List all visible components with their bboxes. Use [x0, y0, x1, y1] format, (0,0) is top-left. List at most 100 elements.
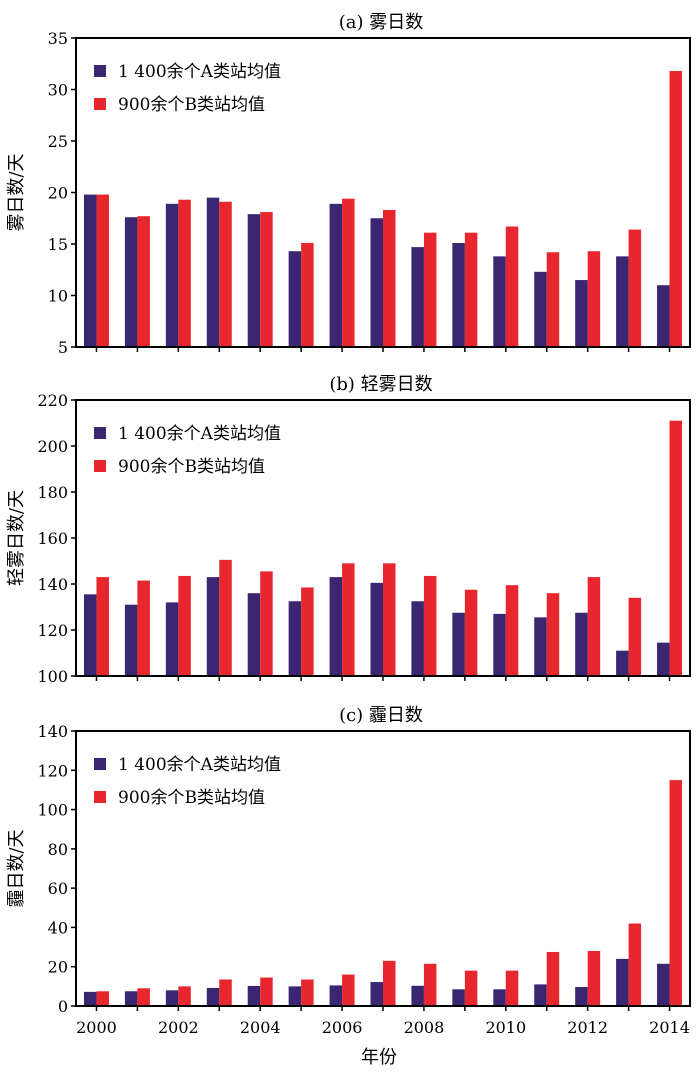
panel-title: (b) 轻雾日数 — [329, 374, 432, 395]
bar-a-2005 — [288, 251, 302, 347]
bar-b-2000 — [96, 991, 109, 1006]
bar-a-2001 — [124, 991, 138, 1006]
y-tick-label: 30 — [48, 81, 68, 100]
bar-a-2002 — [165, 602, 179, 676]
y-axis-label: 雾日数/天 — [6, 153, 27, 231]
bar-a-2001 — [124, 604, 138, 676]
bar-a-2006 — [329, 985, 343, 1007]
bar-a-2004 — [247, 985, 261, 1006]
bar-a-2013 — [616, 256, 629, 347]
legend-label-b: 900余个B类站均值 — [118, 788, 265, 808]
x-axis-label: 年份 — [361, 1047, 397, 1068]
bar-a-2004 — [247, 593, 261, 676]
legend-swatch-a — [94, 427, 106, 439]
bar-b-2010 — [505, 970, 519, 1006]
bar-a-2014 — [657, 963, 670, 1006]
legend-swatch-b — [94, 791, 106, 803]
bar-b-2001 — [137, 988, 150, 1006]
bar-a-2000 — [83, 991, 97, 1006]
legend-swatch-a — [94, 758, 106, 770]
bar-b-2003 — [219, 559, 232, 676]
bar-b-2013 — [628, 923, 642, 1006]
bar-b-2002 — [178, 575, 191, 676]
bar-a-2013 — [616, 958, 629, 1006]
bar-b-2003 — [219, 201, 232, 347]
bar-b-2008 — [423, 575, 437, 676]
bar-b-2006 — [342, 563, 355, 676]
x-tick-label: 2002 — [158, 1018, 199, 1037]
legend-swatch-b — [94, 98, 106, 110]
y-tick-label: 20 — [48, 184, 68, 203]
bar-b-2002 — [178, 199, 191, 347]
bar-a-2006 — [329, 203, 343, 347]
bar-a-2002 — [165, 990, 179, 1006]
y-tick-label: 35 — [48, 29, 68, 48]
y-tick-label: 25 — [48, 132, 68, 151]
bar-a-2014 — [657, 642, 670, 676]
legend-label-a: 1 400余个A类站均值 — [118, 424, 281, 444]
bar-a-2012 — [575, 986, 588, 1006]
x-tick-label: 2000 — [76, 1018, 117, 1037]
bar-b-2007 — [383, 210, 396, 347]
bar-b-2013 — [628, 597, 642, 676]
bar-a-2007 — [370, 982, 383, 1006]
y-tick-label: 40 — [48, 918, 68, 937]
bar-b-2013 — [628, 229, 642, 347]
bar-a-2011 — [534, 984, 547, 1006]
bar-a-2012 — [575, 612, 588, 676]
bar-b-2010 — [505, 226, 519, 347]
bar-b-2012 — [587, 251, 601, 347]
bar-b-2011 — [546, 252, 560, 347]
y-tick-label: 180 — [37, 483, 68, 502]
bar-b-2009 — [464, 232, 478, 347]
y-tick-label: 80 — [48, 840, 68, 859]
bar-a-2005 — [288, 601, 302, 676]
bar-b-2011 — [546, 593, 560, 676]
bar-a-2003 — [206, 577, 220, 676]
bar-a-2007 — [370, 582, 383, 676]
y-tick-label: 160 — [37, 529, 68, 548]
bar-b-2005 — [301, 242, 314, 347]
bar-b-2007 — [383, 960, 396, 1006]
y-tick-label: 100 — [37, 801, 68, 820]
y-tick-label: 0 — [58, 997, 68, 1016]
bar-b-2008 — [423, 232, 437, 347]
bar-b-2014 — [669, 420, 683, 676]
bar-a-2006 — [329, 577, 343, 676]
y-tick-label: 220 — [37, 391, 68, 410]
legend-label-a: 1 400余个A类站均值 — [118, 755, 281, 775]
bar-b-2014 — [669, 780, 683, 1006]
bar-a-2002 — [165, 203, 179, 347]
bar-b-2000 — [96, 577, 109, 676]
bar-b-2004 — [260, 571, 273, 676]
bar-b-2005 — [301, 979, 314, 1006]
bar-b-2005 — [301, 587, 314, 676]
bar-a-2012 — [575, 280, 588, 347]
bar-a-2011 — [534, 617, 547, 676]
bar-a-2000 — [83, 594, 97, 676]
x-tick-label: 2014 — [649, 1018, 690, 1037]
y-tick-label: 5 — [58, 338, 68, 357]
bar-b-2007 — [383, 563, 396, 676]
bar-a-2010 — [493, 613, 506, 676]
legend-label-b: 900余个B类站均值 — [118, 457, 265, 477]
bar-b-2008 — [423, 963, 437, 1006]
bar-a-2008 — [411, 247, 424, 347]
bar-b-2011 — [546, 951, 560, 1006]
bar-b-2004 — [260, 977, 273, 1006]
legend-label-a: 1 400余个A类站均值 — [118, 62, 281, 82]
bar-a-2011 — [534, 271, 547, 347]
bar-b-2003 — [219, 979, 232, 1006]
bar-a-2009 — [452, 242, 465, 347]
bar-b-2012 — [587, 577, 601, 676]
bar-b-2000 — [96, 194, 109, 347]
x-tick-label: 2010 — [485, 1018, 526, 1037]
y-tick-label: 20 — [48, 958, 68, 977]
y-tick-label: 120 — [37, 621, 68, 640]
bar-b-2006 — [342, 974, 355, 1006]
y-axis-label: 霾日数/天 — [6, 829, 27, 907]
bar-b-2009 — [464, 970, 478, 1006]
